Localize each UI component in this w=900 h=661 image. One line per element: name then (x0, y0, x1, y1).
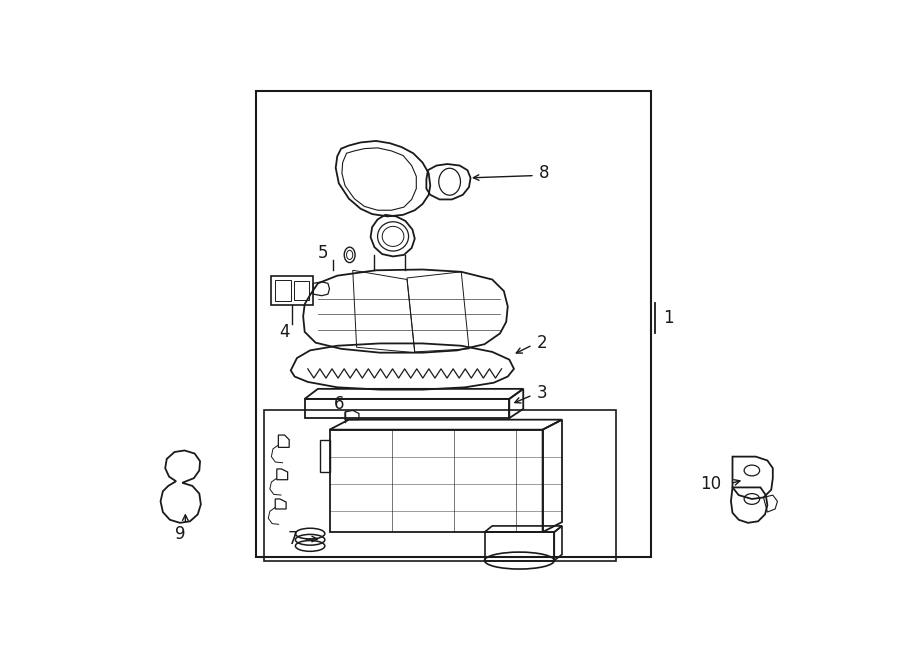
Text: 9: 9 (175, 525, 185, 543)
Bar (293, 281, 310, 299)
Bar (264, 410, 616, 561)
Bar (271, 276, 313, 305)
Text: 4: 4 (279, 323, 290, 341)
Text: 1: 1 (662, 309, 673, 327)
Text: 3: 3 (536, 383, 547, 402)
Text: 10: 10 (700, 475, 721, 492)
Text: 5: 5 (318, 243, 328, 262)
Text: 6: 6 (334, 395, 345, 413)
Text: 8: 8 (539, 165, 549, 182)
Text: 2: 2 (536, 334, 547, 352)
Text: 7: 7 (288, 530, 299, 548)
Bar (256, 91, 651, 557)
Bar (275, 280, 291, 301)
